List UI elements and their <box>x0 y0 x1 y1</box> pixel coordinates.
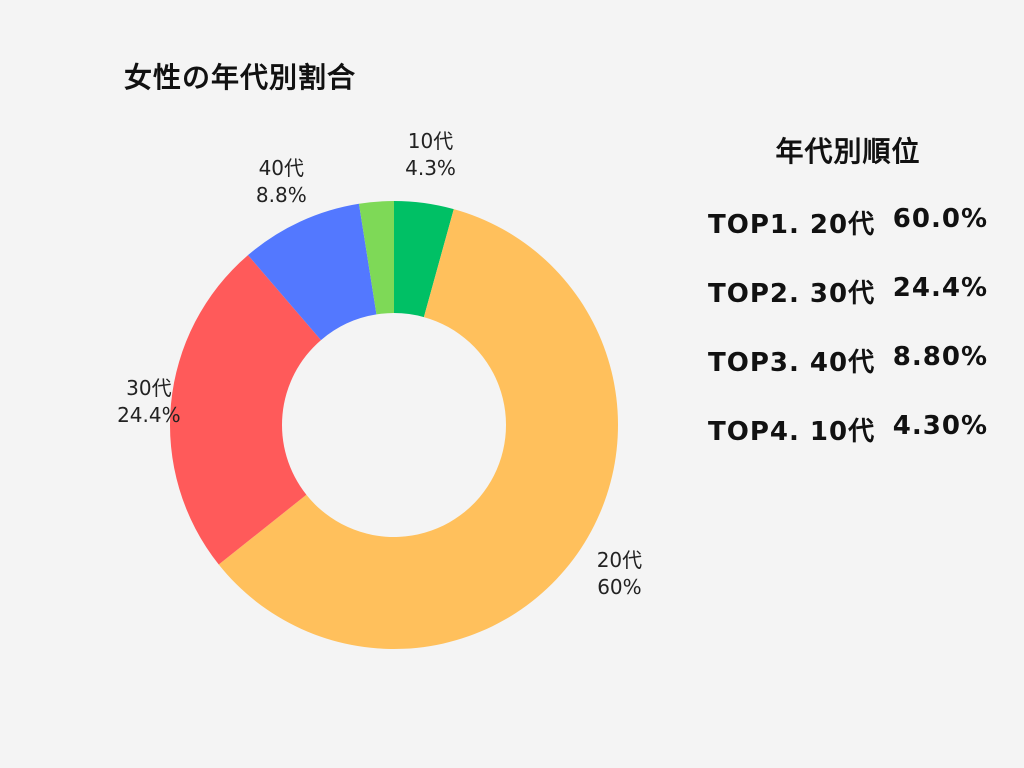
slice-label-value: 60% <box>597 574 642 599</box>
ranking-row-2: TOP2. 30代 24.4% <box>708 273 1008 309</box>
ranking-row-1: TOP1. 20代 60.0% <box>708 204 1008 240</box>
ranking-value: 8.80% <box>892 342 988 372</box>
slice-label-name: 30代 <box>126 375 172 400</box>
donut-slice-30代 <box>170 255 321 565</box>
slice-label-name: 10代 <box>407 129 454 154</box>
ranking-value: 4.30% <box>892 411 988 441</box>
slice-label-value: 24.4% <box>117 402 181 427</box>
donut-slice-20代 <box>218 209 619 650</box>
ranking-row-3: TOP3. 40代 8.80% <box>708 342 1008 378</box>
ranking-value: 60.0% <box>892 204 988 234</box>
ranking-label: TOP3. 40代 <box>708 348 876 378</box>
ranking-row-4: TOP4. 10代 4.30% <box>708 411 1008 447</box>
slice-label-value: 4.3% <box>405 156 456 181</box>
donut-slice-small <box>358 201 394 315</box>
ranking-panel: 年代別順位 TOP1. 20代 60.0% TOP2. 30代 24.4% TO… <box>708 130 1008 480</box>
donut-slice-10代 <box>394 201 454 318</box>
chart-title: 女性の年代別割合 <box>124 61 357 94</box>
slice-label: 30代 24.4% <box>117 375 181 429</box>
slice-label: 40代 8.8% <box>256 155 307 209</box>
slice-label-name: 20代 <box>596 547 643 572</box>
slice-label-value: 8.8% <box>255 182 307 207</box>
donut-slice-40代 <box>247 203 377 341</box>
slice-label: 20代 60% <box>597 547 642 601</box>
slice-label-name: 40代 <box>258 155 305 180</box>
ranking-label: TOP1. 20代 <box>708 210 876 240</box>
ranking-label: TOP2. 30代 <box>708 279 876 309</box>
slice-label: 10代 4.3% <box>405 128 456 182</box>
ranking-label: TOP4. 10代 <box>708 417 876 447</box>
ranking-title: 年代別順位 <box>775 135 921 168</box>
ranking-value: 24.4% <box>892 273 988 303</box>
